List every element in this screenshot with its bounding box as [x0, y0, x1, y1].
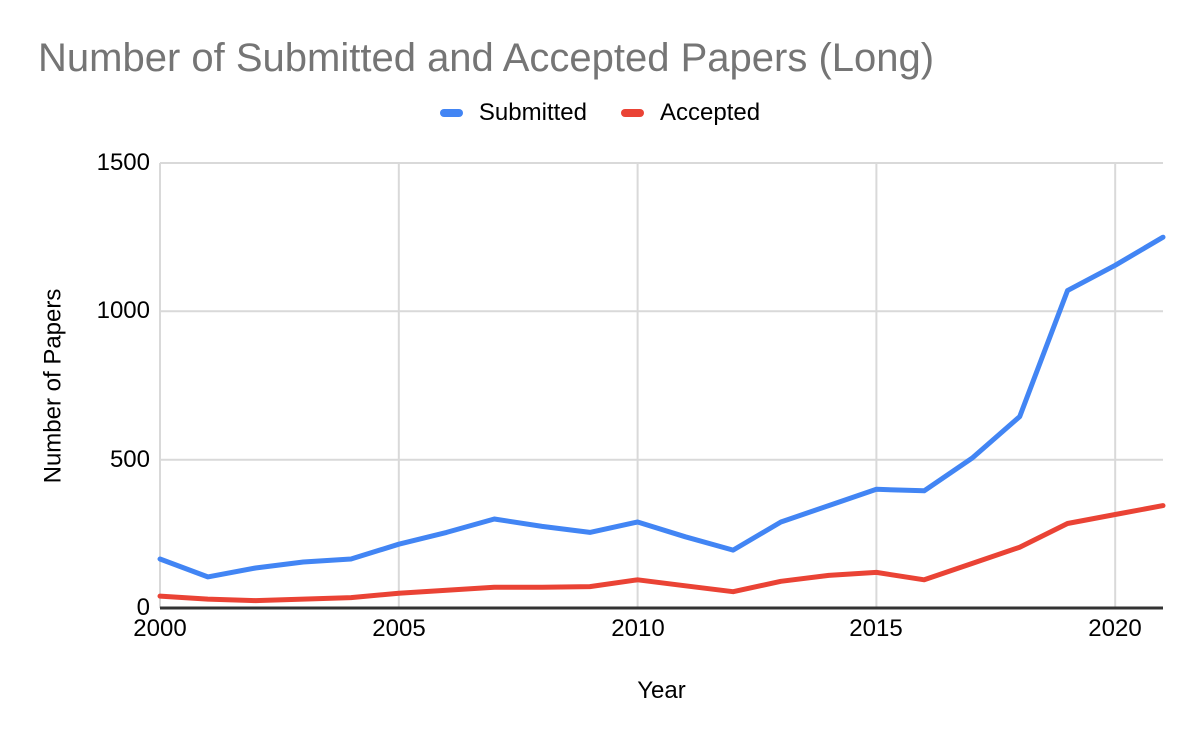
- x-tick-label-2005: 2005: [372, 615, 426, 642]
- legend: Submitted Accepted: [0, 99, 1200, 127]
- legend-label-submitted: Submitted: [478, 99, 587, 126]
- chart-title: Number of Submitted and Accepted Papers …: [38, 36, 935, 80]
- y-tick-label-500: 500: [109, 446, 150, 473]
- x-tick-label-2020: 2020: [1088, 615, 1142, 642]
- x-tick-label-2015: 2015: [849, 615, 903, 642]
- y-tick-label-1500: 1500: [96, 149, 150, 176]
- legend-swatch-submitted: [439, 109, 463, 117]
- y-axis-title-text: Number of Papers: [39, 288, 67, 483]
- legend-item-submitted: Submitted: [439, 99, 587, 127]
- x-tick-label-2000: 2000: [133, 615, 187, 642]
- x-tick-label-2010: 2010: [611, 615, 665, 642]
- x-axis-title: Year: [637, 677, 686, 704]
- legend-swatch-accepted: [620, 109, 644, 117]
- y-tick-label-1000: 1000: [96, 297, 150, 324]
- series-line-accepted: [157, 503, 1166, 604]
- y-tick-label-0: 0: [136, 594, 150, 621]
- y-axis-title: Number of Papers: [39, 163, 67, 608]
- legend-label-accepted: Accepted: [659, 99, 761, 126]
- series-line-submitted: [157, 234, 1166, 580]
- legend-item-accepted: Accepted: [620, 99, 761, 127]
